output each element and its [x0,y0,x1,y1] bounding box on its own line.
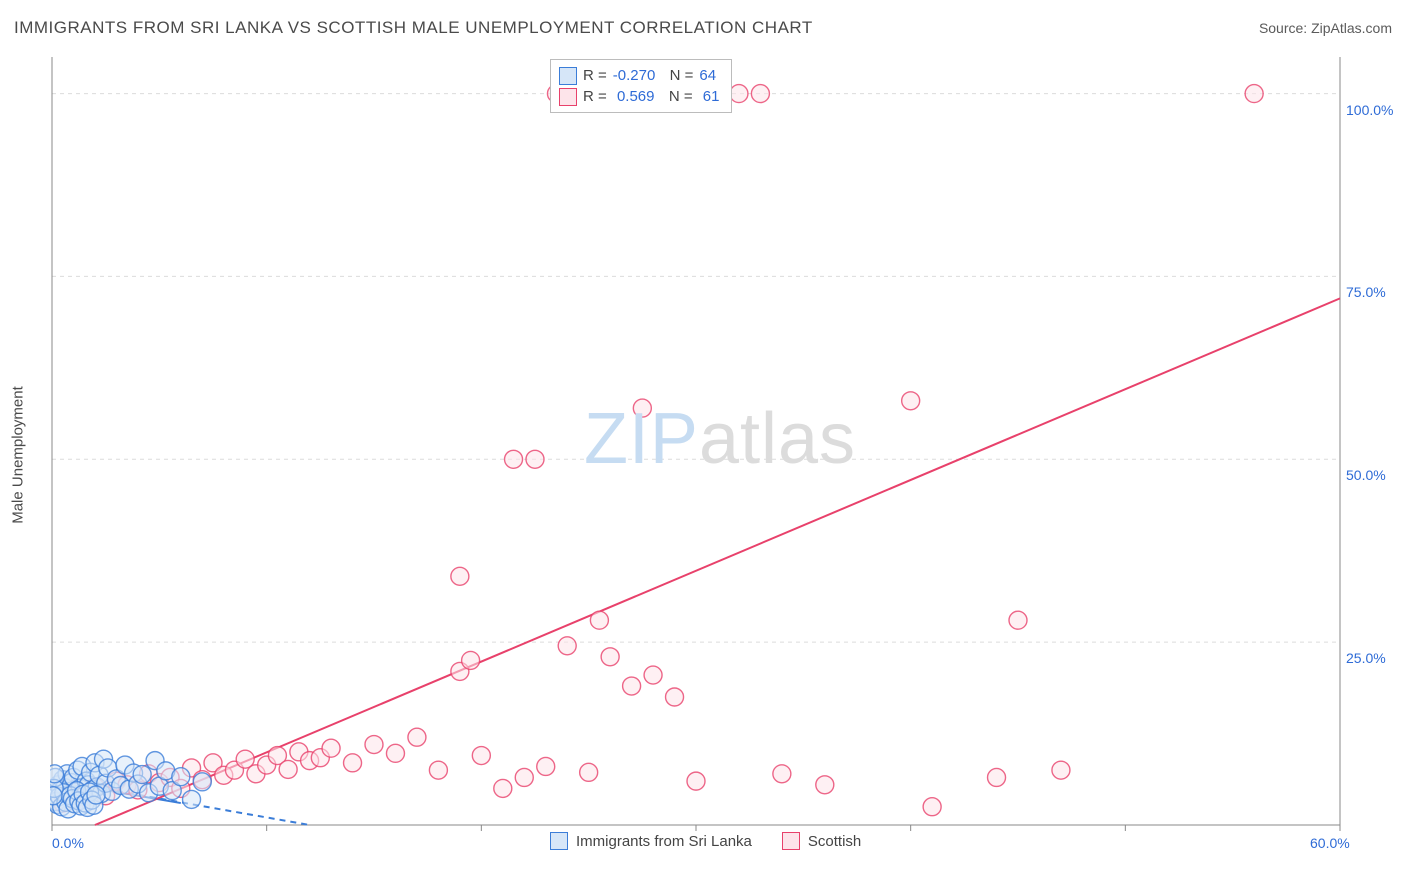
n-label: N = [661,65,693,86]
r-label: R = [583,65,607,86]
y-axis-label: Male Unemployment [10,386,27,524]
r-value-0: -0.270 [613,65,656,86]
chart-header: IMMIGRANTS FROM SRI LANKA VS SCOTTISH MA… [14,18,1392,38]
swatch-0 [559,67,577,85]
stats-row-1: R = 0.569 N = 61 [559,86,719,107]
n-value-0: 64 [699,65,716,86]
n-label: N = [660,86,692,107]
y-tick-label: 25.0% [1346,650,1386,666]
n-value-1: 61 [699,86,720,107]
legend-item-1: Scottish [782,832,861,850]
legend-swatch-0 [550,832,568,850]
r-value-1: 0.569 [613,86,655,107]
scatter-plot [50,55,1390,855]
correlation-stats-box: R = -0.270 N = 64 R = 0.569 N = 61 [550,59,732,113]
stats-row-0: R = -0.270 N = 64 [559,65,719,86]
y-tick-label: 100.0% [1346,102,1393,118]
swatch-1 [559,88,577,106]
x-tick-label: 0.0% [52,835,84,851]
legend-item-0: Immigrants from Sri Lanka [550,832,752,850]
legend-swatch-1 [782,832,800,850]
chart-title: IMMIGRANTS FROM SRI LANKA VS SCOTTISH MA… [14,18,813,38]
x-tick-label: 60.0% [1310,835,1350,851]
r-label: R = [583,86,607,107]
y-tick-label: 75.0% [1346,284,1386,300]
series-legend: Immigrants from Sri Lanka Scottish [550,832,861,850]
legend-label-0: Immigrants from Sri Lanka [576,833,752,850]
source-attribution: Source: ZipAtlas.com [1259,20,1392,36]
legend-label-1: Scottish [808,833,861,850]
y-tick-label: 50.0% [1346,467,1386,483]
chart-container: Male Unemployment ZIPatlas R = -0.270 N … [50,55,1390,855]
